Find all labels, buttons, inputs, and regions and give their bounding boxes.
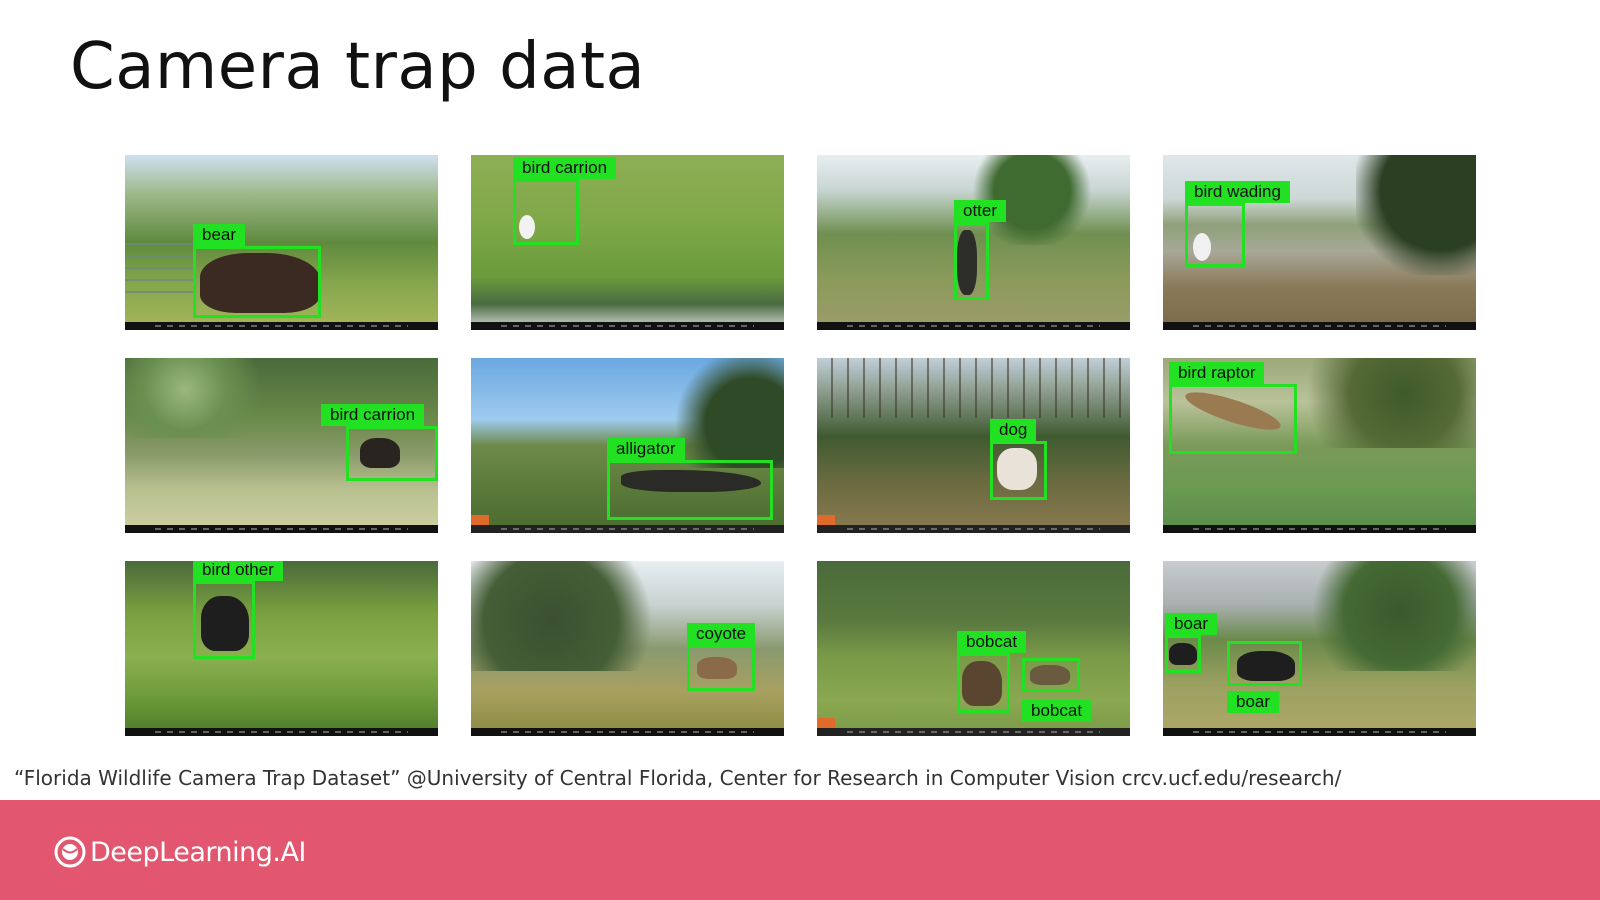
timestamp-strip: [817, 322, 1130, 330]
camera-trap-photo-bird-other: bird other: [125, 561, 438, 736]
bounding-box: [954, 222, 989, 300]
timestamp-strip: [1163, 322, 1476, 330]
camera-trap-photo-bear: bear: [125, 155, 438, 330]
timestamp-strip: [125, 728, 438, 736]
species-label: boar: [1165, 613, 1218, 635]
bounding-box: [687, 645, 755, 691]
camera-trap-photo-dog: dog: [817, 358, 1130, 533]
brand-logo: DeepLearning.AI: [54, 836, 306, 868]
species-label: bird carrion: [513, 157, 617, 179]
camera-trap-photo-boar: boar boar: [1163, 561, 1476, 736]
bounding-box: [1169, 384, 1297, 454]
bounding-box: [1227, 641, 1302, 686]
species-label: bird wading: [1185, 181, 1290, 203]
species-label: alligator: [607, 438, 685, 460]
timestamp-strip: [817, 525, 1130, 533]
camera-trap-photo-bird-carrion: bird carrion: [471, 155, 784, 330]
camera-trap-photo-alligator: alligator: [471, 358, 784, 533]
species-label: dog: [990, 419, 1037, 441]
timestamp-strip: [471, 322, 784, 330]
bounding-box: [346, 426, 438, 481]
timestamp-strip: [471, 525, 784, 533]
species-label: bird other: [193, 561, 283, 581]
camera-trap-photo-bird-wading: bird wading: [1163, 155, 1476, 330]
timestamp-strip: [125, 322, 438, 330]
timestamp-strip: [817, 728, 1130, 736]
species-label: bird carrion: [321, 404, 425, 426]
bounding-box: [1185, 203, 1245, 267]
camera-trap-photo-coyote: coyote: [471, 561, 784, 736]
bounding-box: [513, 179, 579, 245]
species-label: coyote: [687, 623, 756, 645]
bounding-box: [193, 246, 321, 318]
dataset-citation: “Florida Wildlife Camera Trap Dataset” @…: [14, 766, 1342, 790]
species-label: bear: [193, 224, 246, 246]
camera-trap-photo-bird-carrion: bird carrion: [125, 358, 438, 533]
species-label: bobcat: [1022, 700, 1092, 722]
deeplearning-logo-icon: [54, 836, 86, 868]
camera-trap-photo-otter: otter: [817, 155, 1130, 330]
bounding-box: [990, 441, 1047, 500]
bounding-box: [193, 581, 255, 659]
timestamp-strip: [471, 728, 784, 736]
bounding-box: [607, 460, 773, 520]
bounding-box: [1165, 635, 1201, 673]
bounding-box: [1022, 658, 1080, 692]
camera-trap-photo-bird-raptor: bird raptor: [1163, 358, 1476, 533]
slide-title: Camera trap data: [70, 30, 646, 104]
species-label: bird raptor: [1169, 362, 1265, 384]
species-label: boar: [1227, 691, 1280, 713]
bounding-box: [957, 653, 1010, 713]
species-label: otter: [954, 200, 1007, 222]
timestamp-strip: [1163, 525, 1476, 533]
species-label: bobcat: [957, 631, 1027, 653]
footer-bar: [0, 800, 1600, 900]
camera-trap-image-grid: bear bird carrion otter bird wading bird…: [125, 155, 1476, 736]
camera-trap-photo-bobcat: bobcat bobcat: [817, 561, 1130, 736]
brand-name: DeepLearning.AI: [90, 836, 306, 868]
timestamp-strip: [1163, 728, 1476, 736]
timestamp-strip: [125, 525, 438, 533]
